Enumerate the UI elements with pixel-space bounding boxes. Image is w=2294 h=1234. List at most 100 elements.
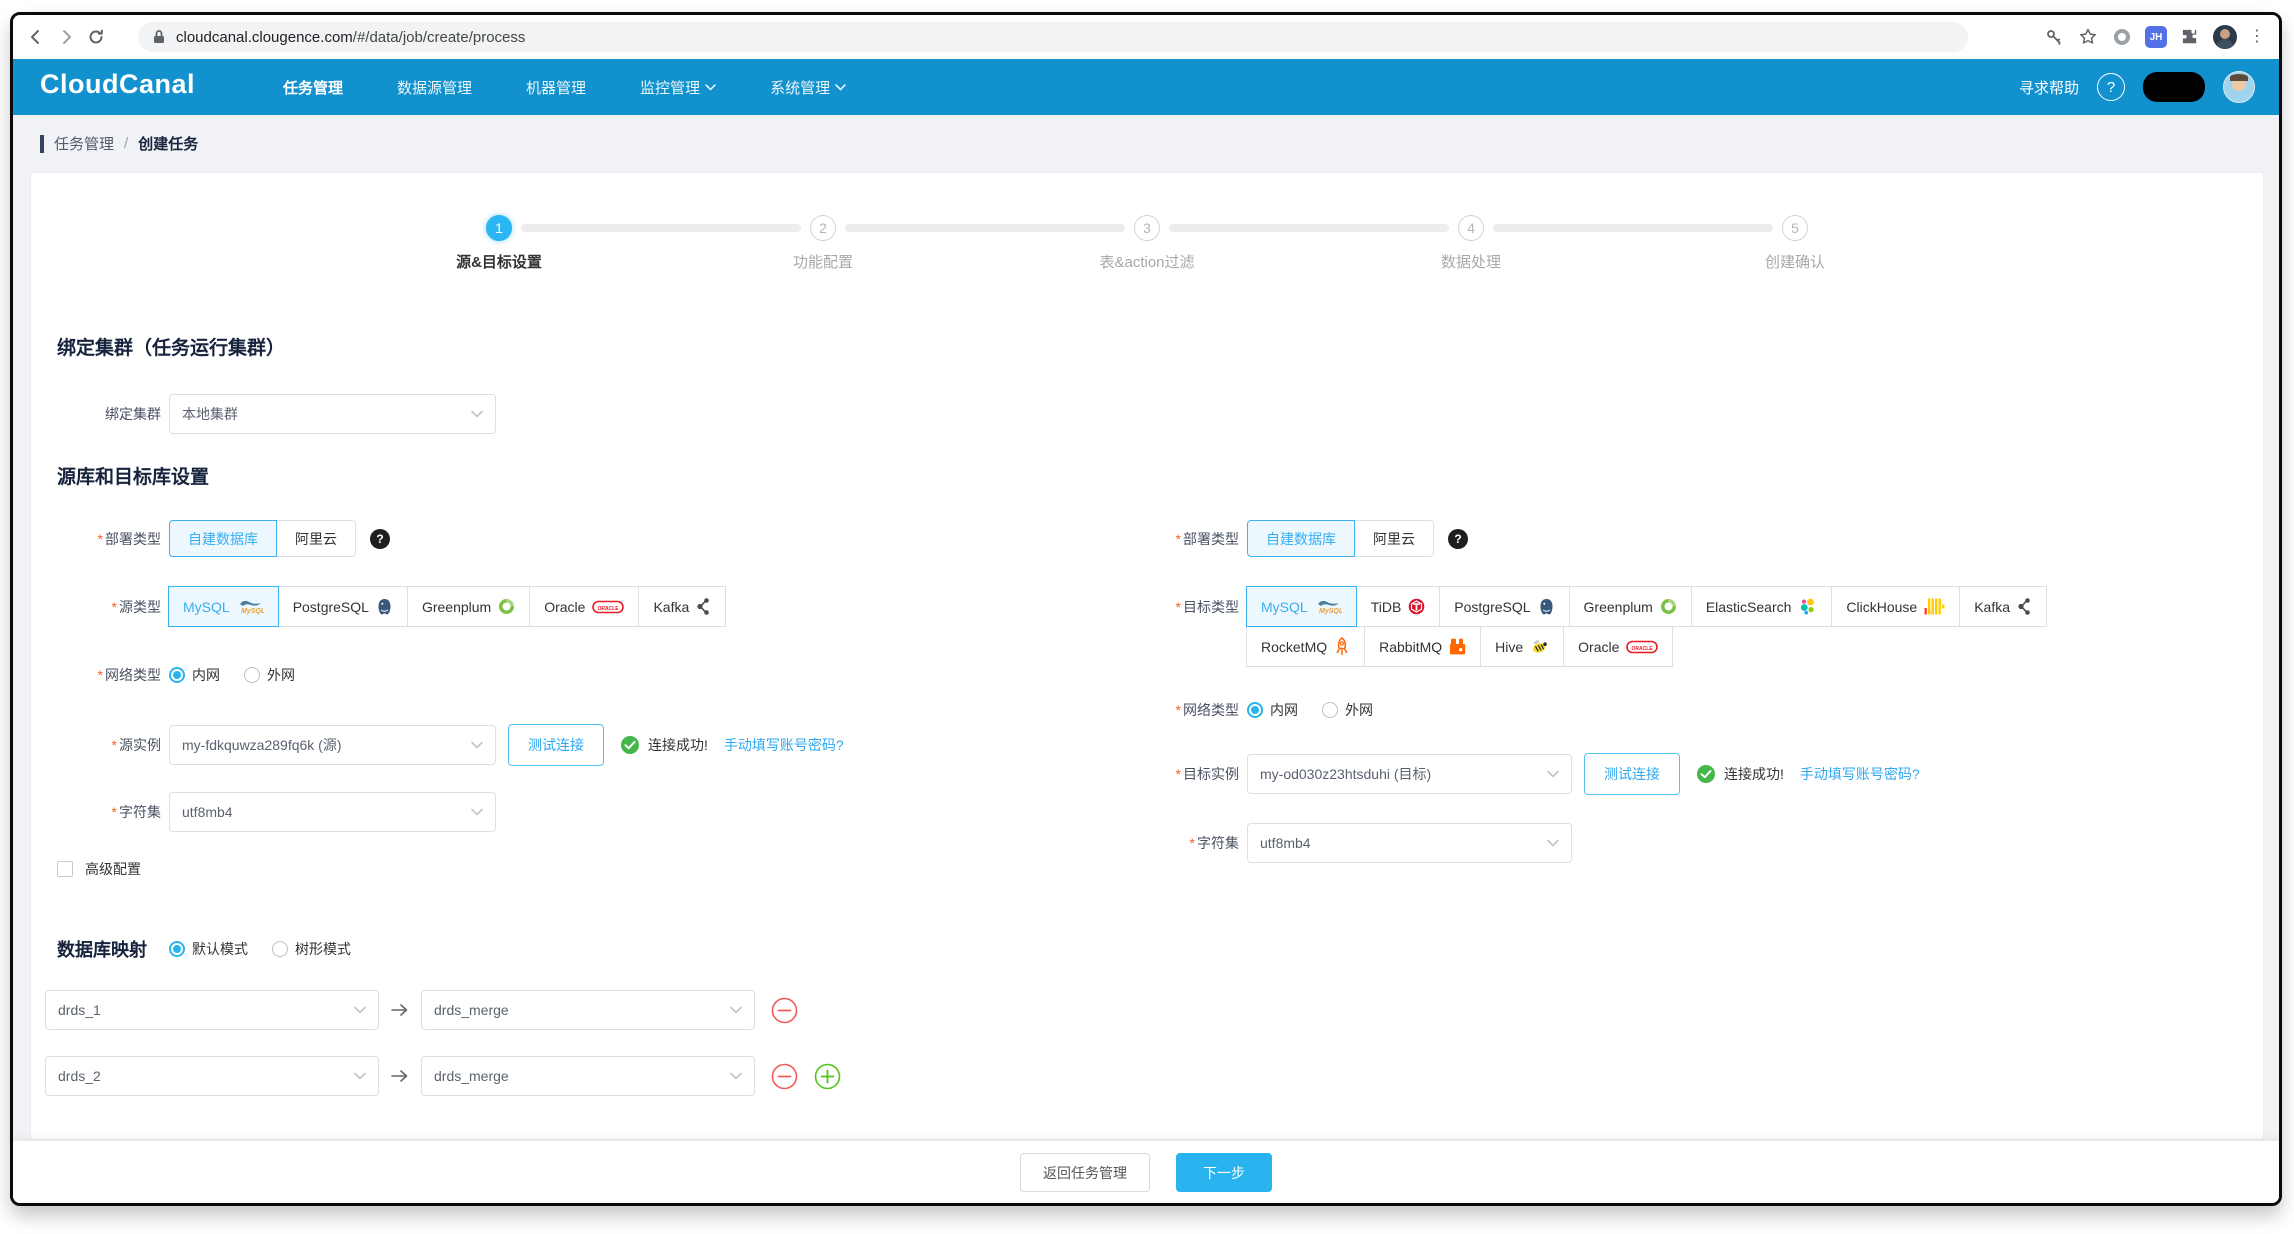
target-type-tidb[interactable]: TiDB bbox=[1355, 586, 1441, 627]
remove-mapping-icon[interactable] bbox=[771, 997, 798, 1024]
reload-icon[interactable] bbox=[81, 22, 111, 52]
target-deploy-option-阿里云[interactable]: 阿里云 bbox=[1354, 520, 1434, 557]
source-deploy-option-自建数据库[interactable]: 自建数据库 bbox=[169, 520, 277, 557]
wizard-footer: 返回任务管理 下一步 bbox=[13, 1140, 2279, 1203]
extension-badge[interactable]: JH bbox=[2145, 26, 2167, 48]
target-deploy-option-自建数据库[interactable]: 自建数据库 bbox=[1247, 520, 1355, 557]
type-label: Hive bbox=[1495, 638, 1524, 655]
next-step-button[interactable]: 下一步 bbox=[1176, 1153, 1272, 1192]
target-manual-credentials-link[interactable]: 手动填写账号密码? bbox=[1799, 766, 1920, 782]
target-network-radio-内网[interactable]: 内网 bbox=[1247, 700, 1298, 720]
bookmark-star-icon[interactable] bbox=[2077, 22, 2099, 52]
mapping-target-select-value: drds_merge bbox=[434, 1002, 509, 1018]
step-circle: 4 bbox=[1458, 215, 1484, 241]
source-instance-select[interactable]: my-fdkquwza289fq6k (源) bbox=[169, 725, 496, 765]
source-type-postgresql[interactable]: PostgreSQL bbox=[277, 586, 408, 627]
back-icon[interactable] bbox=[21, 22, 51, 52]
help-question-icon[interactable]: ? bbox=[2097, 73, 2125, 101]
browser-menu-icon[interactable]: ⋮ bbox=[2249, 28, 2265, 45]
db-mapping-header: 数据库映射 默认模式 树形模式 bbox=[57, 936, 375, 962]
breadcrumb-separator: / bbox=[124, 135, 129, 152]
breadcrumb-accent-bar bbox=[40, 134, 44, 153]
mapping-source-select[interactable]: drds_2 bbox=[45, 1056, 379, 1096]
rocketmq-icon bbox=[1334, 637, 1350, 656]
step-label: 表&action过滤 bbox=[1099, 254, 1195, 271]
source-network-radio-外网[interactable]: 外网 bbox=[244, 665, 295, 685]
mapping-target-select[interactable]: drds_merge bbox=[421, 1056, 755, 1096]
add-mapping-icon[interactable] bbox=[814, 1063, 841, 1090]
db-mapping-row: drds_1 drds_merge bbox=[45, 990, 798, 1030]
wizard-step-1: 1 源&目标设置 bbox=[456, 215, 542, 271]
target-type-mysql[interactable]: MySQL MySQL bbox=[1246, 586, 1357, 627]
forward-icon[interactable] bbox=[51, 22, 81, 52]
help-link[interactable]: 寻求帮助 bbox=[2018, 79, 2079, 97]
target-instance-value: my-od030z23htsduhi (目标) bbox=[1260, 766, 1432, 782]
required-asterisk: * bbox=[1175, 766, 1181, 782]
nav-item-监控管理[interactable]: 监控管理 bbox=[640, 77, 716, 98]
nav-item-机器管理[interactable]: 机器管理 bbox=[526, 77, 586, 98]
target-deploy-label: 部署类型 bbox=[1183, 530, 1239, 547]
source-type-kafka[interactable]: Kafka bbox=[638, 586, 727, 627]
cloudcanal-logo[interactable]: CloudCanal bbox=[40, 69, 196, 99]
svg-text:ORACLE: ORACLE bbox=[1632, 645, 1654, 651]
radio-label: 外网 bbox=[267, 667, 295, 683]
type-label: PostgreSQL bbox=[1454, 598, 1531, 615]
type-label: MySQL bbox=[183, 598, 230, 615]
target-type-rabbitmq[interactable]: RabbitMQ bbox=[1364, 626, 1482, 667]
target-type-clickhouse[interactable]: ClickHouse bbox=[1831, 586, 1961, 627]
target-type-greenplum[interactable]: Greenplum bbox=[1568, 586, 1692, 627]
puzzle-icon[interactable] bbox=[2179, 22, 2201, 52]
source-type-oracle[interactable]: Oracle ORACLE bbox=[529, 586, 640, 627]
bind-cluster-select[interactable]: 本地集群 bbox=[169, 394, 496, 434]
key-icon[interactable] bbox=[2043, 22, 2065, 52]
source-target-section-title: 源库和目标库设置 bbox=[57, 467, 210, 488]
target-test-connection-button[interactable]: 测试连接 bbox=[1584, 753, 1680, 795]
source-manual-credentials-link[interactable]: 手动填写账号密码? bbox=[723, 737, 844, 753]
source-type-greenplum[interactable]: Greenplum bbox=[406, 586, 531, 627]
chevron-down-icon bbox=[730, 1072, 742, 1080]
target-type-hive[interactable]: Hive bbox=[1480, 626, 1565, 667]
mapping-source-select[interactable]: drds_1 bbox=[45, 990, 379, 1030]
target-network-radio-外网[interactable]: 外网 bbox=[1322, 700, 1373, 720]
target-type-kafka[interactable]: Kafka bbox=[1959, 586, 2048, 627]
source-deploy-option-阿里云[interactable]: 阿里云 bbox=[276, 520, 356, 557]
target-charset-select[interactable]: utf8mb4 bbox=[1247, 823, 1572, 863]
type-label: ElasticSearch bbox=[1705, 598, 1792, 615]
deploy-info-icon[interactable]: ? bbox=[1448, 528, 1468, 549]
type-label: RabbitMQ bbox=[1379, 638, 1443, 655]
nav-item-任务管理[interactable]: 任务管理 bbox=[283, 77, 343, 98]
target-type-oracle[interactable]: Oracle ORACLE bbox=[1563, 626, 1674, 667]
user-avatar[interactable] bbox=[2223, 71, 2255, 103]
db-mapping-mode-radio-默认模式[interactable]: 默认模式 bbox=[169, 939, 248, 959]
step-label: 功能配置 bbox=[792, 254, 854, 271]
step-circle: 1 bbox=[486, 215, 512, 241]
nav-item-系统管理[interactable]: 系统管理 bbox=[770, 77, 846, 98]
address-bar[interactable]: cloudcanal.clougence.com/#/data/job/crea… bbox=[138, 22, 1968, 52]
target-type-rocketmq[interactable]: RocketMQ bbox=[1246, 626, 1366, 667]
target-type-elasticsearch[interactable]: ElasticSearch bbox=[1690, 586, 1833, 627]
source-type-mysql[interactable]: MySQL MySQL bbox=[168, 586, 279, 627]
advanced-config-checkbox[interactable] bbox=[57, 861, 73, 877]
radio-label: 内网 bbox=[1270, 702, 1298, 718]
radio-label: 内网 bbox=[192, 667, 220, 683]
db-mapping-mode-radio-树形模式[interactable]: 树形模式 bbox=[272, 939, 351, 959]
breadcrumb-parent[interactable]: 任务管理 bbox=[54, 136, 115, 153]
mapping-target-select[interactable]: drds_merge bbox=[421, 990, 755, 1030]
step-label: 源&目标设置 bbox=[456, 254, 542, 271]
source-charset-select[interactable]: utf8mb4 bbox=[169, 792, 496, 832]
source-instance-label: 源实例 bbox=[119, 737, 161, 753]
remove-mapping-icon[interactable] bbox=[771, 1063, 798, 1090]
extension-circle-icon[interactable] bbox=[2111, 22, 2133, 52]
source-network-radio-内网[interactable]: 内网 bbox=[169, 665, 220, 685]
browser-profile-avatar[interactable] bbox=[2213, 25, 2237, 49]
advanced-config-label: 高级配置 bbox=[85, 861, 141, 877]
create-task-card: 1 源&目标设置 2 功能配置 3 表&action过滤 4 数据处理 5 创建确认 绑定集群（任… bbox=[30, 172, 2264, 1140]
source-test-connection-button[interactable]: 测试连接 bbox=[508, 724, 604, 766]
deploy-info-icon[interactable]: ? bbox=[370, 528, 390, 549]
target-type-postgresql[interactable]: PostgreSQL bbox=[1439, 586, 1570, 627]
nav-item-数据源管理[interactable]: 数据源管理 bbox=[397, 77, 472, 98]
step-connector bbox=[1493, 224, 1773, 232]
target-instance-select[interactable]: my-od030z23htsduhi (目标) bbox=[1247, 754, 1572, 794]
source-success-text: 连接成功! bbox=[648, 737, 708, 753]
back-to-task-management-button[interactable]: 返回任务管理 bbox=[1020, 1153, 1150, 1192]
